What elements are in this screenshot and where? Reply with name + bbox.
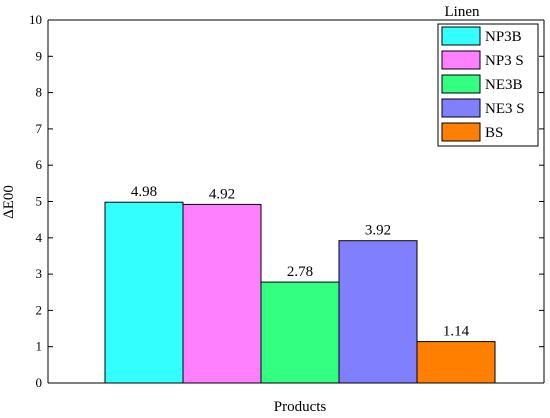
legend-swatch bbox=[441, 74, 481, 94]
bar bbox=[416, 341, 496, 384]
y-tick-label: 4 bbox=[36, 230, 43, 245]
legend-item-label: NE3 S bbox=[485, 101, 525, 117]
y-tick-label: 6 bbox=[36, 157, 43, 172]
legend-item-label: NP3B bbox=[485, 29, 522, 45]
bar-value-label: 4.98 bbox=[131, 184, 157, 200]
legend-item-label: NE3B bbox=[485, 77, 523, 93]
y-tick-label: 1 bbox=[36, 339, 43, 354]
bar-value-label: 2.78 bbox=[287, 264, 313, 280]
legend-swatch bbox=[441, 26, 481, 46]
y-axis: 0 1 2 3 4 5 6 7 8 9 10 bbox=[29, 12, 544, 390]
y-tick-label: 3 bbox=[36, 266, 43, 281]
y-tick-label: 9 bbox=[36, 48, 43, 63]
bar-value-label: 4.92 bbox=[209, 186, 235, 202]
bar-value-label: 3.92 bbox=[365, 223, 391, 239]
y-tick-label: 5 bbox=[36, 194, 43, 209]
y-tick-label: 0 bbox=[36, 375, 43, 390]
y-tick-label: 8 bbox=[36, 85, 43, 100]
y-axis-title: ΔE00 bbox=[1, 185, 17, 219]
bar-value-label: 1.14 bbox=[443, 324, 470, 340]
legend: Linen NP3B NP3 S NE3B NE3 S BS bbox=[437, 4, 539, 147]
bar-labels-group: 4.98 4.92 2.78 3.92 1.14 bbox=[131, 184, 470, 339]
legend-items: NP3B NP3 S NE3B NE3 S BS bbox=[441, 26, 525, 142]
y-tick-label: 10 bbox=[29, 12, 42, 27]
bar bbox=[260, 281, 340, 384]
legend-swatch bbox=[441, 122, 481, 142]
bars-group bbox=[104, 201, 496, 384]
bar bbox=[338, 240, 418, 384]
legend-item-label: NP3 S bbox=[485, 53, 524, 69]
y-tick-label: 2 bbox=[36, 302, 43, 317]
legend-swatch bbox=[441, 98, 481, 118]
bar bbox=[182, 203, 262, 384]
bar bbox=[104, 201, 184, 384]
x-axis-title: Products bbox=[274, 399, 327, 415]
y-tick-label: 7 bbox=[36, 121, 43, 136]
legend-title: Linen bbox=[445, 4, 480, 20]
legend-item-label: BS bbox=[485, 125, 503, 141]
legend-swatch bbox=[441, 50, 481, 70]
